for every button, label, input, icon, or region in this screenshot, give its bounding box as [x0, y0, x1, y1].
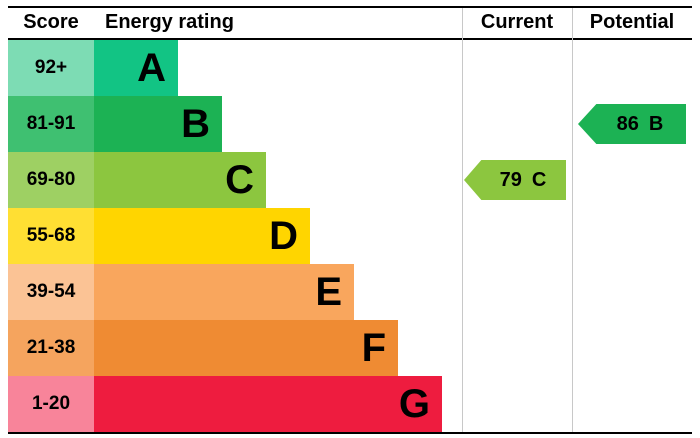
band-row-a: 92+ A — [8, 40, 692, 96]
current-rating-value: 79 — [499, 168, 522, 191]
band-bar-d: D — [94, 208, 310, 264]
potential-column-header: Potential — [589, 11, 675, 33]
band-score-range: 81-91 — [8, 96, 94, 152]
band-letter: C — [225, 158, 254, 202]
band-bar-c: C — [94, 152, 266, 208]
band-bar-e: E — [94, 264, 354, 320]
band-bar-f: F — [94, 320, 398, 376]
chart-header-row: Score Energy rating Current Potential — [8, 8, 692, 40]
current-rating-arrow: 79 C — [464, 160, 566, 200]
band-score-range: 55-68 — [8, 208, 94, 264]
band-row-g: 1-20 G — [8, 376, 692, 432]
current-column-divider — [462, 8, 463, 432]
band-row-e: 39-54 E — [8, 264, 692, 320]
band-letter: F — [361, 326, 386, 370]
band-score-range: 39-54 — [8, 264, 94, 320]
band-bar-a: A — [94, 40, 178, 96]
score-column-header: Score — [23, 11, 79, 33]
band-row-d: 55-68 D — [8, 208, 692, 264]
band-bar-g: G — [94, 376, 442, 432]
potential-rating-value: 86 — [616, 112, 639, 135]
band-score-range: 1-20 — [8, 376, 94, 432]
current-column-header: Current — [480, 11, 554, 33]
band-letter: A — [137, 46, 166, 90]
band-row-b: 81-91 B — [8, 96, 692, 152]
band-score-range: 69-80 — [8, 152, 94, 208]
band-letter: D — [269, 214, 298, 258]
band-bar-b: B — [94, 96, 222, 152]
current-rating-letter: C — [531, 168, 547, 191]
potential-column-divider — [572, 8, 573, 432]
band-score-range: 21-38 — [8, 320, 94, 376]
band-row-c: 69-80 C — [8, 152, 692, 208]
band-row-f: 21-38 F — [8, 320, 692, 376]
band-letter: B — [181, 102, 210, 146]
band-letter: G — [398, 382, 430, 426]
potential-rating-arrow: 86 B — [578, 104, 686, 144]
epc-chart: Score Energy rating Current Potential 92… — [8, 6, 692, 434]
energy-rating-column-header: Energy rating — [105, 11, 234, 33]
band-letter: E — [315, 270, 342, 314]
potential-rating-letter: B — [648, 112, 664, 135]
band-score-range: 92+ — [8, 40, 94, 96]
